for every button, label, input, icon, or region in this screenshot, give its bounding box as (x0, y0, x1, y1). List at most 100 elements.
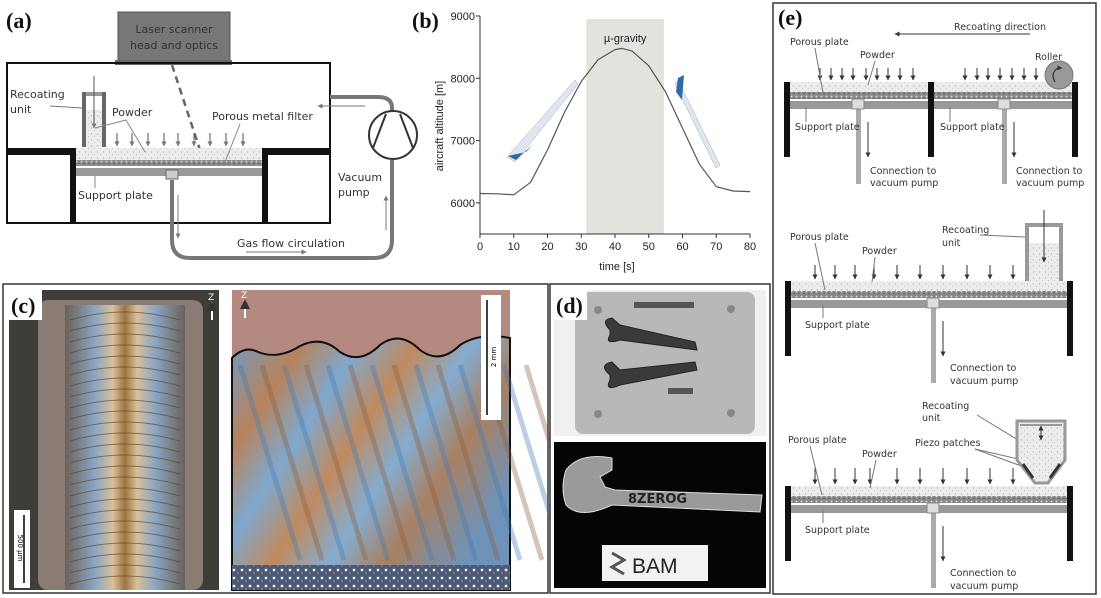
microgravity-region (586, 19, 664, 234)
powder-label-3: Powder (862, 449, 897, 460)
layer-arc (69, 399, 181, 409)
x-tick-label: 60 (676, 241, 688, 253)
layer-arc (69, 564, 181, 574)
porous-filter-label: Porous metal filter (212, 110, 313, 123)
laser-beam (170, 64, 202, 151)
y-axis-label: aircraft altitude [m] (434, 81, 446, 171)
scale-bar-right (481, 295, 501, 420)
support-plate-label-3: Support plate (805, 320, 870, 331)
x-tick-label: 0 (477, 241, 483, 253)
pipe-connector (926, 297, 940, 309)
layer-arc (69, 421, 181, 431)
connection-label-2b: vacuum pump (1016, 178, 1084, 189)
layer-arc (69, 311, 181, 321)
x-tick-label: 30 (575, 241, 587, 253)
panel-b: (b) µ-gravity 0 10 20 30 40 50 60 70 80 6000 7000 80… (412, 8, 756, 273)
streak (259, 364, 325, 561)
vacuum-pipe (856, 109, 861, 184)
porous-plate-label-1: Porous plate (790, 37, 849, 48)
connection-label-4a: Connection to (950, 568, 1016, 579)
pipe-connector (997, 98, 1011, 110)
streak (369, 364, 435, 561)
recoating-unit-label-1: Recoating (942, 225, 989, 236)
powder-bed (76, 148, 262, 160)
gas-flow-label: Gas flow circulation (237, 237, 345, 250)
recoating-unit-label-4: unit (922, 413, 941, 424)
wall (785, 281, 791, 356)
porous-plate-label-3: Porous plate (788, 435, 847, 446)
layer-arc (69, 476, 181, 486)
connection-label-3a: Connection to (950, 363, 1016, 374)
panel-label-d: (d) (556, 293, 583, 318)
layer-arc (69, 355, 181, 365)
layer-arc (69, 498, 181, 508)
streak (413, 364, 479, 561)
z-axis-left: Z (208, 293, 214, 303)
support-plate-label-2: Support plate (940, 122, 1005, 133)
panel-e: (e) Recoating direction Porous plate Pow… (772, 2, 1097, 595)
connection-label-1a: Connection to (870, 166, 936, 177)
piezo-patch-left (1021, 463, 1035, 479)
layer-arc (69, 465, 181, 475)
bam-text: BAM (632, 555, 678, 578)
support-plate-label: Support plate (78, 189, 153, 202)
roller-icon (1044, 60, 1074, 90)
layer-arc (69, 322, 181, 332)
powder-label-2: Powder (862, 246, 897, 257)
layer-arc (69, 542, 181, 552)
panel-a: (a) Laser scanner head and optics Recoat… (6, 8, 418, 260)
layer-arc (69, 509, 181, 519)
layer-arc (69, 553, 181, 563)
porous-plate (789, 496, 1070, 503)
porous-metal-filter (76, 160, 262, 166)
pipe-connector (851, 98, 865, 110)
layer-arc (69, 487, 181, 497)
streak (281, 364, 347, 561)
layer-arc (69, 377, 181, 387)
microgravity-label: µ-gravity (604, 33, 647, 45)
laser-label-2: head and optics (130, 39, 218, 52)
vacuum-pump-label-2: pump (338, 186, 370, 199)
wall (784, 82, 790, 157)
layer-arc (69, 333, 181, 343)
pipe-connector (926, 502, 940, 514)
panel-label-b: (b) (412, 8, 439, 33)
panel-d: (d) 8ZEROG BAM (549, 283, 771, 594)
powder-layer (789, 281, 1070, 291)
y-tick-label: 8000 (451, 73, 475, 85)
piezo-patches-label: Piezo patches (915, 438, 980, 449)
layer-arc (69, 531, 181, 541)
layer-arc (69, 575, 181, 585)
altitude-line (479, 47, 751, 196)
altitude-chart: µ-gravity 0 10 20 30 40 50 60 70 80 6000 7000 8000 90… (451, 11, 757, 253)
vacuum-pipe (931, 513, 936, 588)
support-plate-label-1: Support plate (795, 122, 860, 133)
z-axis-right: Z (241, 291, 247, 301)
streak (457, 364, 523, 561)
panel-label-a: (a) (6, 8, 32, 33)
x-tick-label: 20 (541, 241, 553, 253)
powder-label: Powder (112, 106, 153, 119)
porous-plate (789, 291, 1070, 298)
powder-layer (789, 486, 1070, 496)
layer-arc (69, 410, 181, 420)
x-tick-label: 50 (643, 241, 655, 253)
y-tick-label: 7000 (451, 136, 475, 148)
streak (391, 364, 457, 561)
wall (1072, 82, 1078, 157)
melt-pool-layers (69, 311, 181, 585)
x-axis-label: time [s] (599, 261, 634, 273)
recoating-unit-label-2: unit (942, 238, 961, 249)
y-tick-label: 6000 (451, 198, 475, 210)
y-tick-label: 9000 (451, 11, 475, 23)
vacuum-pump-label-1: Vacuum (338, 171, 382, 184)
build-chamber (6, 62, 331, 224)
piezo-patch-right (1048, 463, 1062, 479)
laser-label-1: Laser scanner (135, 23, 213, 36)
connection-label-1b: vacuum pump (870, 178, 938, 189)
layer-arc (69, 388, 181, 398)
vacuum-pipe (1002, 109, 1007, 184)
wall (1067, 281, 1073, 356)
x-tick-label: 40 (609, 241, 621, 253)
